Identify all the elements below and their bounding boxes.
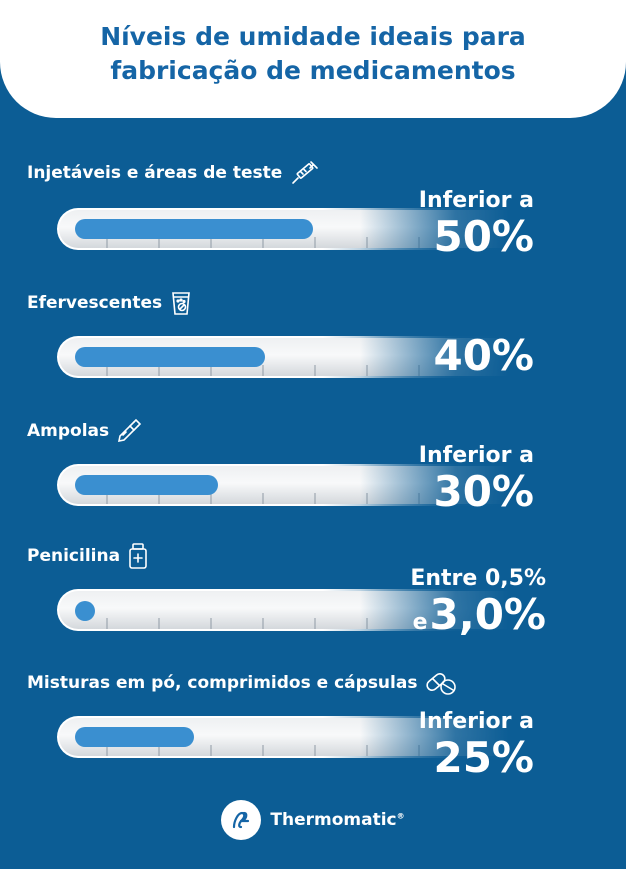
value-misturas: Inferior a 25% [419, 709, 534, 781]
ampoule-icon [116, 418, 144, 444]
header-panel: Níveis de umidade ideais para fabricação… [0, 0, 626, 118]
value-connector: e [412, 610, 428, 635]
value-number: 3,0% [429, 590, 546, 639]
medicine-bottle-icon [127, 542, 149, 570]
effervescent-glass-icon [169, 290, 193, 316]
item-label-text: Efervescentes [27, 293, 163, 313]
gauge-fill-dot [75, 601, 95, 621]
registered-mark: ® [396, 811, 405, 821]
item-label-misturas: Misturas em pó, comprimidos e cápsulas [27, 670, 458, 696]
value-ampolas: Inferior a 30% [419, 443, 534, 515]
footer-brand: Thermomatic® [0, 800, 626, 840]
syringe-icon [289, 160, 319, 186]
value-number: 30% [433, 467, 534, 516]
item-label-text: Penicilina [27, 546, 121, 566]
item-label-text: Injetáveis e áreas de teste [27, 163, 283, 183]
value-efervescentes: 40% [433, 333, 534, 379]
value-number: 25% [433, 733, 534, 782]
item-label-text: Ampolas [27, 421, 110, 441]
title-line-1: Níveis de umidade ideais para [100, 22, 526, 51]
thermomatic-logo-icon [221, 800, 262, 840]
value-injetaveis: Inferior a 50% [419, 188, 534, 260]
item-label-ampolas: Ampolas [27, 418, 144, 444]
gauge-fill [75, 219, 313, 239]
value-prefix: Inferior a [418, 709, 534, 734]
gauge-fill [75, 727, 194, 747]
value-prefix: Inferior a [418, 188, 534, 213]
item-label-text: Misturas em pó, comprimidos e cápsulas [27, 673, 418, 693]
gauge-fill [75, 475, 218, 495]
title-line-2: fabricação de medicamentos [110, 56, 516, 85]
item-label-penicilina: Penicilina [27, 542, 149, 570]
brand-name: Thermomatic® [270, 810, 405, 830]
value-number: 40% [433, 331, 534, 380]
value-prefix: Entre 0,5% [410, 566, 546, 591]
value-number: 50% [433, 212, 534, 261]
item-label-injetaveis: Injetáveis e áreas de teste [27, 160, 319, 186]
value-penicilina: Entre 0,5% e3,0% [410, 566, 546, 646]
value-prefix: Inferior a [418, 443, 534, 468]
gauge-fill [75, 347, 266, 367]
item-label-efervescentes: Efervescentes [27, 290, 193, 316]
page-title: Níveis de umidade ideais para fabricação… [0, 20, 626, 88]
capsule-pills-icon [424, 670, 458, 696]
